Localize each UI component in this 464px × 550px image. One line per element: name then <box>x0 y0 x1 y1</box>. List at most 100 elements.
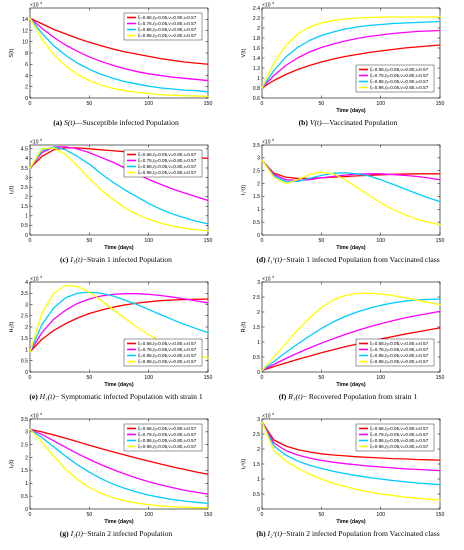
y-tick-label: 0.8 <box>253 86 260 92</box>
y-tick-label: 2 <box>25 325 28 331</box>
y-tick-label: 1.4 <box>253 56 260 62</box>
y-tick-label: 0 <box>25 96 28 102</box>
caption-tag: (g) <box>59 529 71 538</box>
y-axis-label: R₁(t) <box>241 321 247 332</box>
caption-text: −Strain 1 infected Population from Vacci… <box>281 255 440 264</box>
y-tick-label: 1 <box>25 347 28 353</box>
x-tick-label: 50 <box>318 512 324 518</box>
x-tick-label: 150 <box>204 238 213 244</box>
x-tick-label: 50 <box>318 238 324 244</box>
series-line-3 <box>261 159 441 203</box>
y-exponent-power: 4 <box>40 1 42 5</box>
series-line-2 <box>29 17 209 82</box>
series-line-2 <box>261 29 441 89</box>
x-tick-label: 0 <box>29 512 32 518</box>
x-tick-label: 150 <box>204 101 213 107</box>
series-line-2 <box>261 421 441 472</box>
y-tick-label: 2.4 <box>253 6 260 12</box>
y-axis-label: V(t) <box>241 48 247 57</box>
y-tick-label: 6 <box>25 62 28 68</box>
x-axis-label: Time (days) <box>336 519 366 525</box>
x-axis-label: Time (days) <box>336 245 366 251</box>
y-exponent-label: ×10 <box>30 277 39 283</box>
x-axis-label: Time (days) <box>104 519 134 525</box>
caption-text: −Strain 2 infected Population from Vacci… <box>281 529 440 538</box>
y-tick-label: 0.5 <box>21 223 28 229</box>
y-exponent-label: ×10 <box>30 414 39 420</box>
series-line-2 <box>261 310 441 372</box>
series-line-4 <box>261 421 441 501</box>
legend-label: ξ=0.76,η=0.05,ν=0.80,ι=0.57 <box>138 432 197 438</box>
caption-g: (g) I₂(t)−Strain 2 infected Population <box>0 529 232 539</box>
y-exponent-label: ×10 <box>30 140 39 146</box>
y-tick-label: 4 <box>25 73 28 79</box>
legend-label: ξ=0.96,η=0.05,ν=0.80,ι=0.57 <box>370 85 429 91</box>
legend-box <box>123 423 203 452</box>
x-tick-label: 0 <box>261 101 264 107</box>
y-tick-label: 4.5 <box>21 147 28 153</box>
y-tick-label: 2.2 <box>253 16 260 22</box>
caption-tag: (e) <box>29 392 40 401</box>
x-tick-label: 50 <box>86 512 92 518</box>
caption-b: (b) V(t)—Vaccinated Population <box>232 118 464 128</box>
legend-label: ξ=0.96,η=0.05,ν=0.80,ι=0.57 <box>370 359 429 365</box>
series-line-2 <box>29 146 209 202</box>
y-tick-label: 0.5 <box>253 355 260 361</box>
y-tick-label: 0.5 <box>21 359 28 365</box>
series-line-2 <box>29 293 209 353</box>
caption-symbol: I₂(t) <box>70 529 83 538</box>
x-tick-label: 50 <box>318 101 324 107</box>
y-tick-label: 2.5 <box>21 443 28 449</box>
x-tick-label: 0 <box>261 238 264 244</box>
x-tick-label: 150 <box>204 375 213 381</box>
x-tick-label: 100 <box>376 238 385 244</box>
y-tick-label: 1 <box>25 214 28 220</box>
series-line-1 <box>29 428 209 475</box>
y-exponent-power: 4 <box>272 412 274 416</box>
caption-tag: (f) <box>278 392 289 401</box>
y-exponent-power: 4 <box>40 138 42 142</box>
series-line-3 <box>29 146 209 225</box>
y-tick-label: 1.2 <box>253 66 260 72</box>
legend-label: ξ=0.96,η=0.05,ν=0.80,ι=0.57 <box>138 170 197 176</box>
legend-label: ξ=0.76,η=0.05,ν=0.80,ι=0.57 <box>370 432 429 438</box>
legend-box <box>123 12 203 41</box>
caption-symbol: I₁(t) <box>70 255 83 264</box>
plot-frame <box>261 7 441 99</box>
legend-label: ξ=0.86,η=0.05,ν=0.80,ι=0.57 <box>138 353 197 359</box>
y-tick-label: 3.5 <box>21 417 28 423</box>
y-tick-label: 1.5 <box>21 336 28 342</box>
series-line-1 <box>261 159 441 180</box>
series-line-2 <box>261 159 441 182</box>
caption-h: (h) I₂ᵛ(t)−Strain 2 infected Population … <box>232 529 464 539</box>
y-axis-label: I₂ᵛ(t) <box>241 459 247 470</box>
plot-frame <box>261 144 441 236</box>
legend-label: ξ=0.76,η=0.05,ν=0.80,ι=0.57 <box>370 73 429 79</box>
y-tick-label: 0.5 <box>253 220 260 226</box>
series-line-1 <box>261 421 441 461</box>
series-line-1 <box>261 44 441 89</box>
x-tick-label: 150 <box>436 375 445 381</box>
y-tick-label: 3.5 <box>21 291 28 297</box>
y-tick-label: 1 <box>257 207 260 213</box>
y-tick-label: 2 <box>25 85 28 91</box>
y-tick-label: 0 <box>25 233 28 239</box>
x-tick-label: 150 <box>436 238 445 244</box>
series-line-1 <box>261 327 441 372</box>
x-axis-label: Time (days) <box>336 382 366 388</box>
plot-frame <box>29 418 209 510</box>
y-axis-label: S(t) <box>9 48 15 57</box>
series-line-4 <box>29 428 209 509</box>
y-tick-label: 3 <box>25 302 28 308</box>
caption-tag: (a) <box>53 118 65 127</box>
y-exponent-power: 4 <box>272 1 274 5</box>
caption-text: −Strain 1 infected Population <box>82 255 172 264</box>
y-axis-label: I₁(t) <box>9 186 15 195</box>
y-tick-label: 1 <box>257 76 260 82</box>
x-axis-label: Time (days) <box>104 245 134 251</box>
y-tick-label: 1.5 <box>21 204 28 210</box>
y-tick-label: 1.5 <box>253 194 260 200</box>
x-tick-label: 100 <box>376 101 385 107</box>
y-tick-label: 2 <box>25 455 28 461</box>
